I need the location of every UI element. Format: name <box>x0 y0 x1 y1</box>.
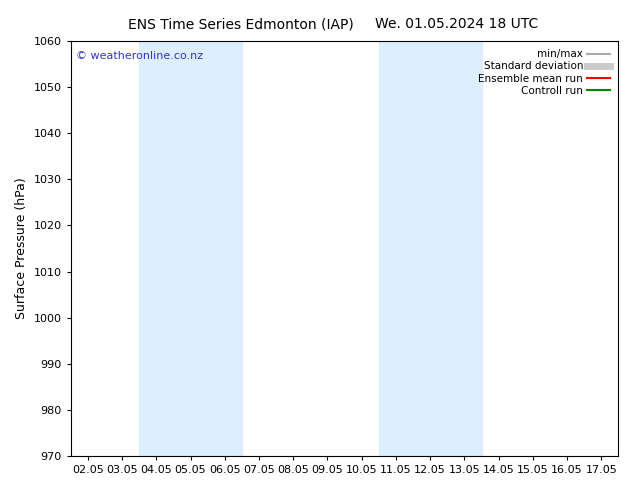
Text: © weatheronline.co.nz: © weatheronline.co.nz <box>76 51 204 61</box>
Y-axis label: Surface Pressure (hPa): Surface Pressure (hPa) <box>15 178 28 319</box>
Legend: min/max, Standard deviation, Ensemble mean run, Controll run: min/max, Standard deviation, Ensemble me… <box>476 46 613 99</box>
Text: ENS Time Series Edmonton (IAP): ENS Time Series Edmonton (IAP) <box>128 17 354 31</box>
Text: We. 01.05.2024 18 UTC: We. 01.05.2024 18 UTC <box>375 17 538 31</box>
Bar <box>379 41 482 456</box>
Bar <box>139 41 242 456</box>
